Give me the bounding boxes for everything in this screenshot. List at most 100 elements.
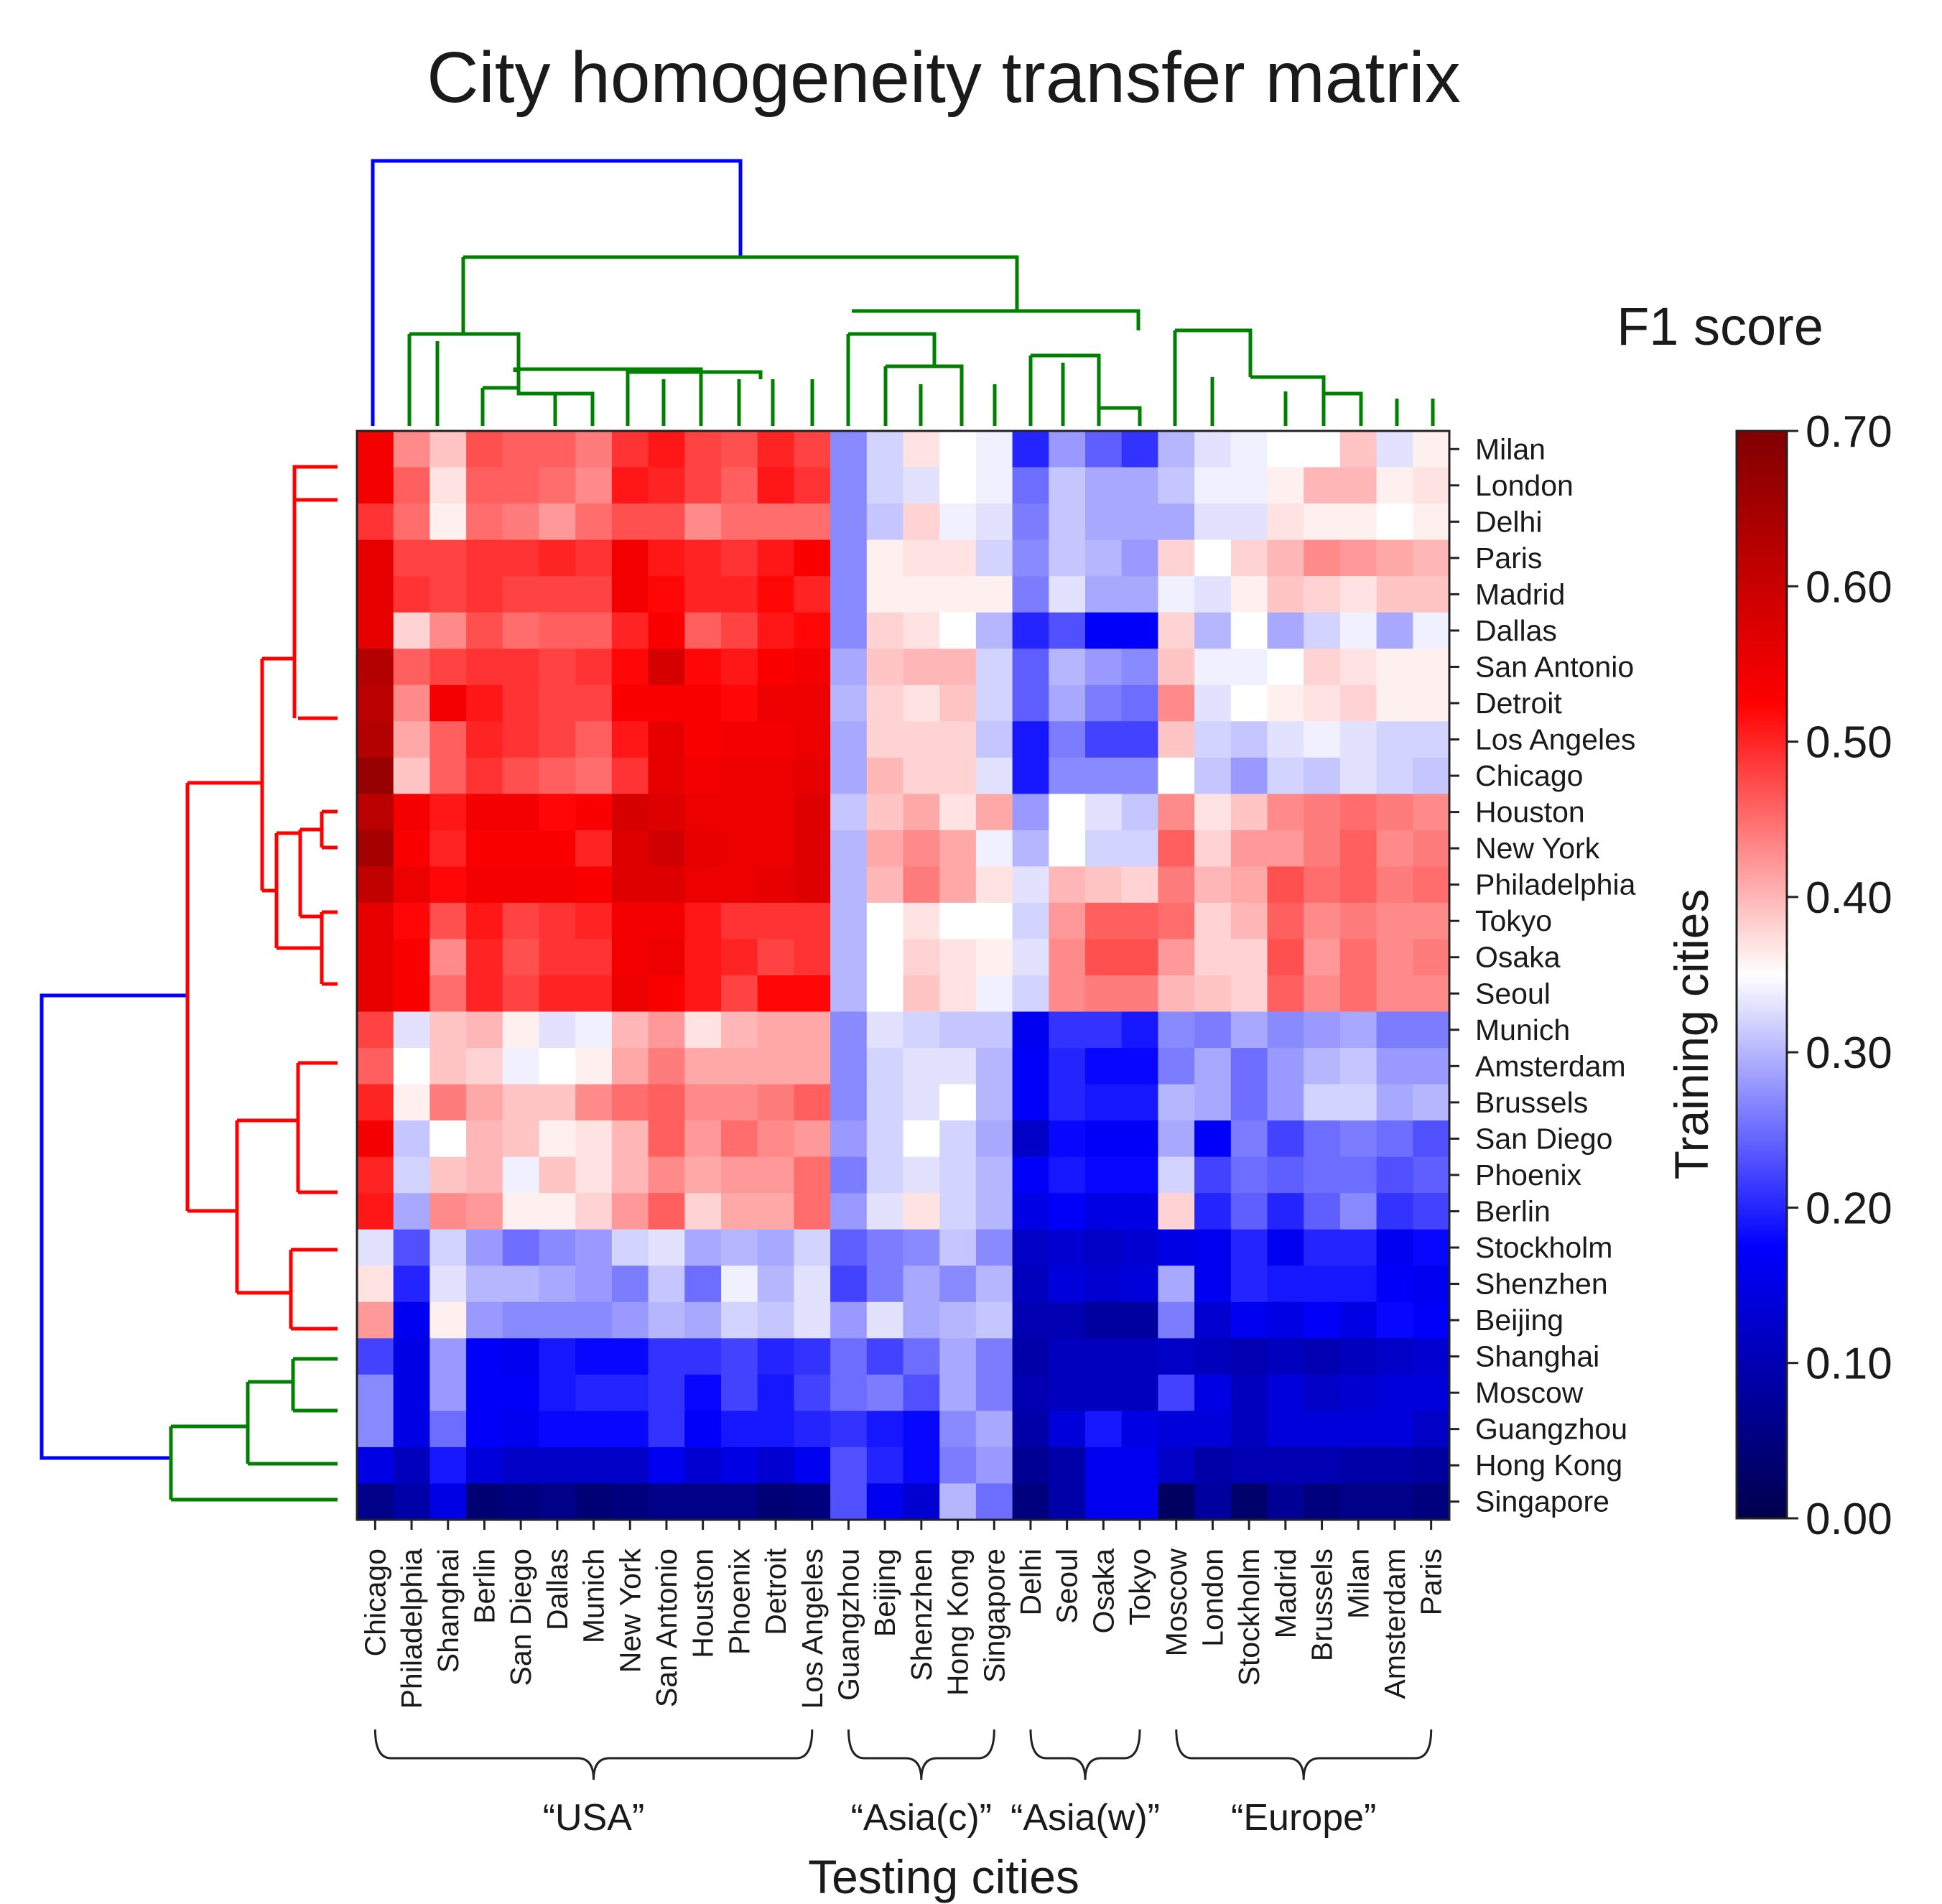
heatmap-cell <box>1158 1411 1195 1448</box>
heatmap-cell <box>684 503 722 541</box>
heatmap-cell <box>939 866 977 904</box>
heatmap-cell <box>1267 1156 1304 1194</box>
heatmap-cell <box>684 939 722 976</box>
heatmap-cell <box>757 1229 794 1266</box>
heatmap-cell <box>1267 794 1304 831</box>
heatmap-cell <box>1339 866 1377 904</box>
heatmap-cell <box>903 684 940 722</box>
heatmap-cell <box>1158 576 1195 613</box>
heatmap-cell <box>502 866 540 904</box>
row-tick-label: Seoul <box>1475 977 1551 1010</box>
heatmap-cell <box>939 721 977 758</box>
heatmap-cell <box>794 649 831 686</box>
heatmap-cell <box>539 939 576 976</box>
column-dendrogram <box>371 159 1435 426</box>
heatmap-cell <box>1121 576 1158 613</box>
heatmap-cell <box>1413 576 1450 613</box>
heatmap-cell <box>975 1084 1013 1121</box>
heatmap-cell <box>1339 721 1377 758</box>
y-axis-label: Training cities <box>1665 889 1718 1180</box>
heatmap-cell <box>1230 1120 1268 1158</box>
heatmap-cell <box>539 1193 576 1230</box>
heatmap-cell <box>1413 431 1450 468</box>
heatmap-cell <box>975 1193 1013 1230</box>
column-tick-label: Tokyo <box>1123 1548 1156 1625</box>
heatmap-cell <box>939 649 977 686</box>
heatmap-cell <box>429 1193 467 1230</box>
heatmap-cell <box>1194 467 1232 504</box>
heatmap-cell <box>357 576 394 613</box>
heatmap-cell <box>502 1120 540 1158</box>
heatmap-cell <box>684 721 722 758</box>
heatmap-cell <box>1230 757 1268 794</box>
heatmap-cell <box>866 1048 904 1085</box>
heatmap-cell <box>794 1229 831 1266</box>
heatmap-cell <box>466 757 503 794</box>
group-brace <box>1175 1729 1433 1780</box>
row-tick-label: Stockholm <box>1475 1231 1612 1264</box>
heatmap-cell <box>903 1338 940 1375</box>
heatmap-cell <box>975 649 1013 686</box>
heatmap-cell <box>1158 866 1195 904</box>
heatmap-cell <box>466 1229 503 1266</box>
heatmap-cell <box>794 1120 831 1158</box>
heatmap-cell <box>429 649 467 686</box>
heatmap-cell <box>1376 902 1413 940</box>
heatmap-cell <box>1121 830 1158 867</box>
row-tick-label: Beijing <box>1475 1304 1564 1337</box>
heatmap-cell <box>830 503 868 541</box>
heatmap-cell <box>466 576 503 613</box>
heatmap-cell <box>502 1374 540 1411</box>
heatmap-cell <box>1121 1266 1158 1303</box>
heatmap-cell <box>1376 1011 1413 1049</box>
heatmap-cell <box>429 975 467 1013</box>
heatmap-cell <box>903 539 940 577</box>
row-tick-label: New York <box>1475 832 1600 865</box>
heatmap-cell <box>1376 975 1413 1013</box>
heatmap-cell <box>539 830 576 867</box>
heatmap-cell <box>1012 830 1049 867</box>
heatmap-cell <box>1085 1374 1123 1411</box>
heatmap-cell <box>684 1411 722 1448</box>
heatmap-cell <box>866 1446 904 1485</box>
heatmap-cell <box>866 1011 904 1049</box>
heatmap-cell <box>575 721 613 758</box>
heatmap-cell <box>1194 721 1232 758</box>
heatmap-cell <box>466 1411 503 1448</box>
heatmap-cell <box>466 902 503 940</box>
heatmap-cell <box>1085 1483 1123 1520</box>
heatmap-cell <box>684 1120 722 1158</box>
heatmap-cell <box>866 1411 904 1448</box>
heatmap-cell <box>393 576 430 613</box>
heatmap-cell <box>1121 1120 1158 1158</box>
heatmap-cell <box>1049 1446 1086 1485</box>
heatmap-cell <box>575 794 613 831</box>
heatmap-cell <box>429 830 467 867</box>
heatmap-cell <box>357 1120 394 1158</box>
row-tick-label: Amsterdam <box>1475 1049 1626 1082</box>
heatmap-cell <box>575 649 613 686</box>
heatmap-cell <box>684 1084 722 1121</box>
heatmap-cell <box>684 576 722 613</box>
heatmap-cell <box>721 1048 758 1085</box>
heatmap-cell <box>1376 721 1413 758</box>
heatmap-cell <box>757 684 794 722</box>
heatmap-cell <box>1121 902 1158 940</box>
heatmap-cell <box>429 503 467 541</box>
heatmap-cell <box>1085 431 1123 468</box>
column-tick-label: Milan <box>1342 1548 1375 1619</box>
heatmap-cell <box>466 830 503 867</box>
heatmap-cell <box>539 467 576 504</box>
group-label: “Europe” <box>1231 1797 1376 1839</box>
heatmap-cell <box>357 1156 394 1194</box>
heatmap-cell <box>1012 757 1049 794</box>
heatmap-cell <box>393 1193 430 1230</box>
heatmap-cell <box>1194 1266 1232 1303</box>
heatmap-cell <box>1339 1483 1377 1520</box>
heatmap-cell <box>684 1301 722 1339</box>
heatmap-cell <box>648 1446 685 1485</box>
heatmap-cell <box>975 576 1013 613</box>
heatmap-cell <box>611 1301 649 1339</box>
heatmap-cell <box>830 1411 868 1448</box>
heatmap-cell <box>1230 612 1268 649</box>
